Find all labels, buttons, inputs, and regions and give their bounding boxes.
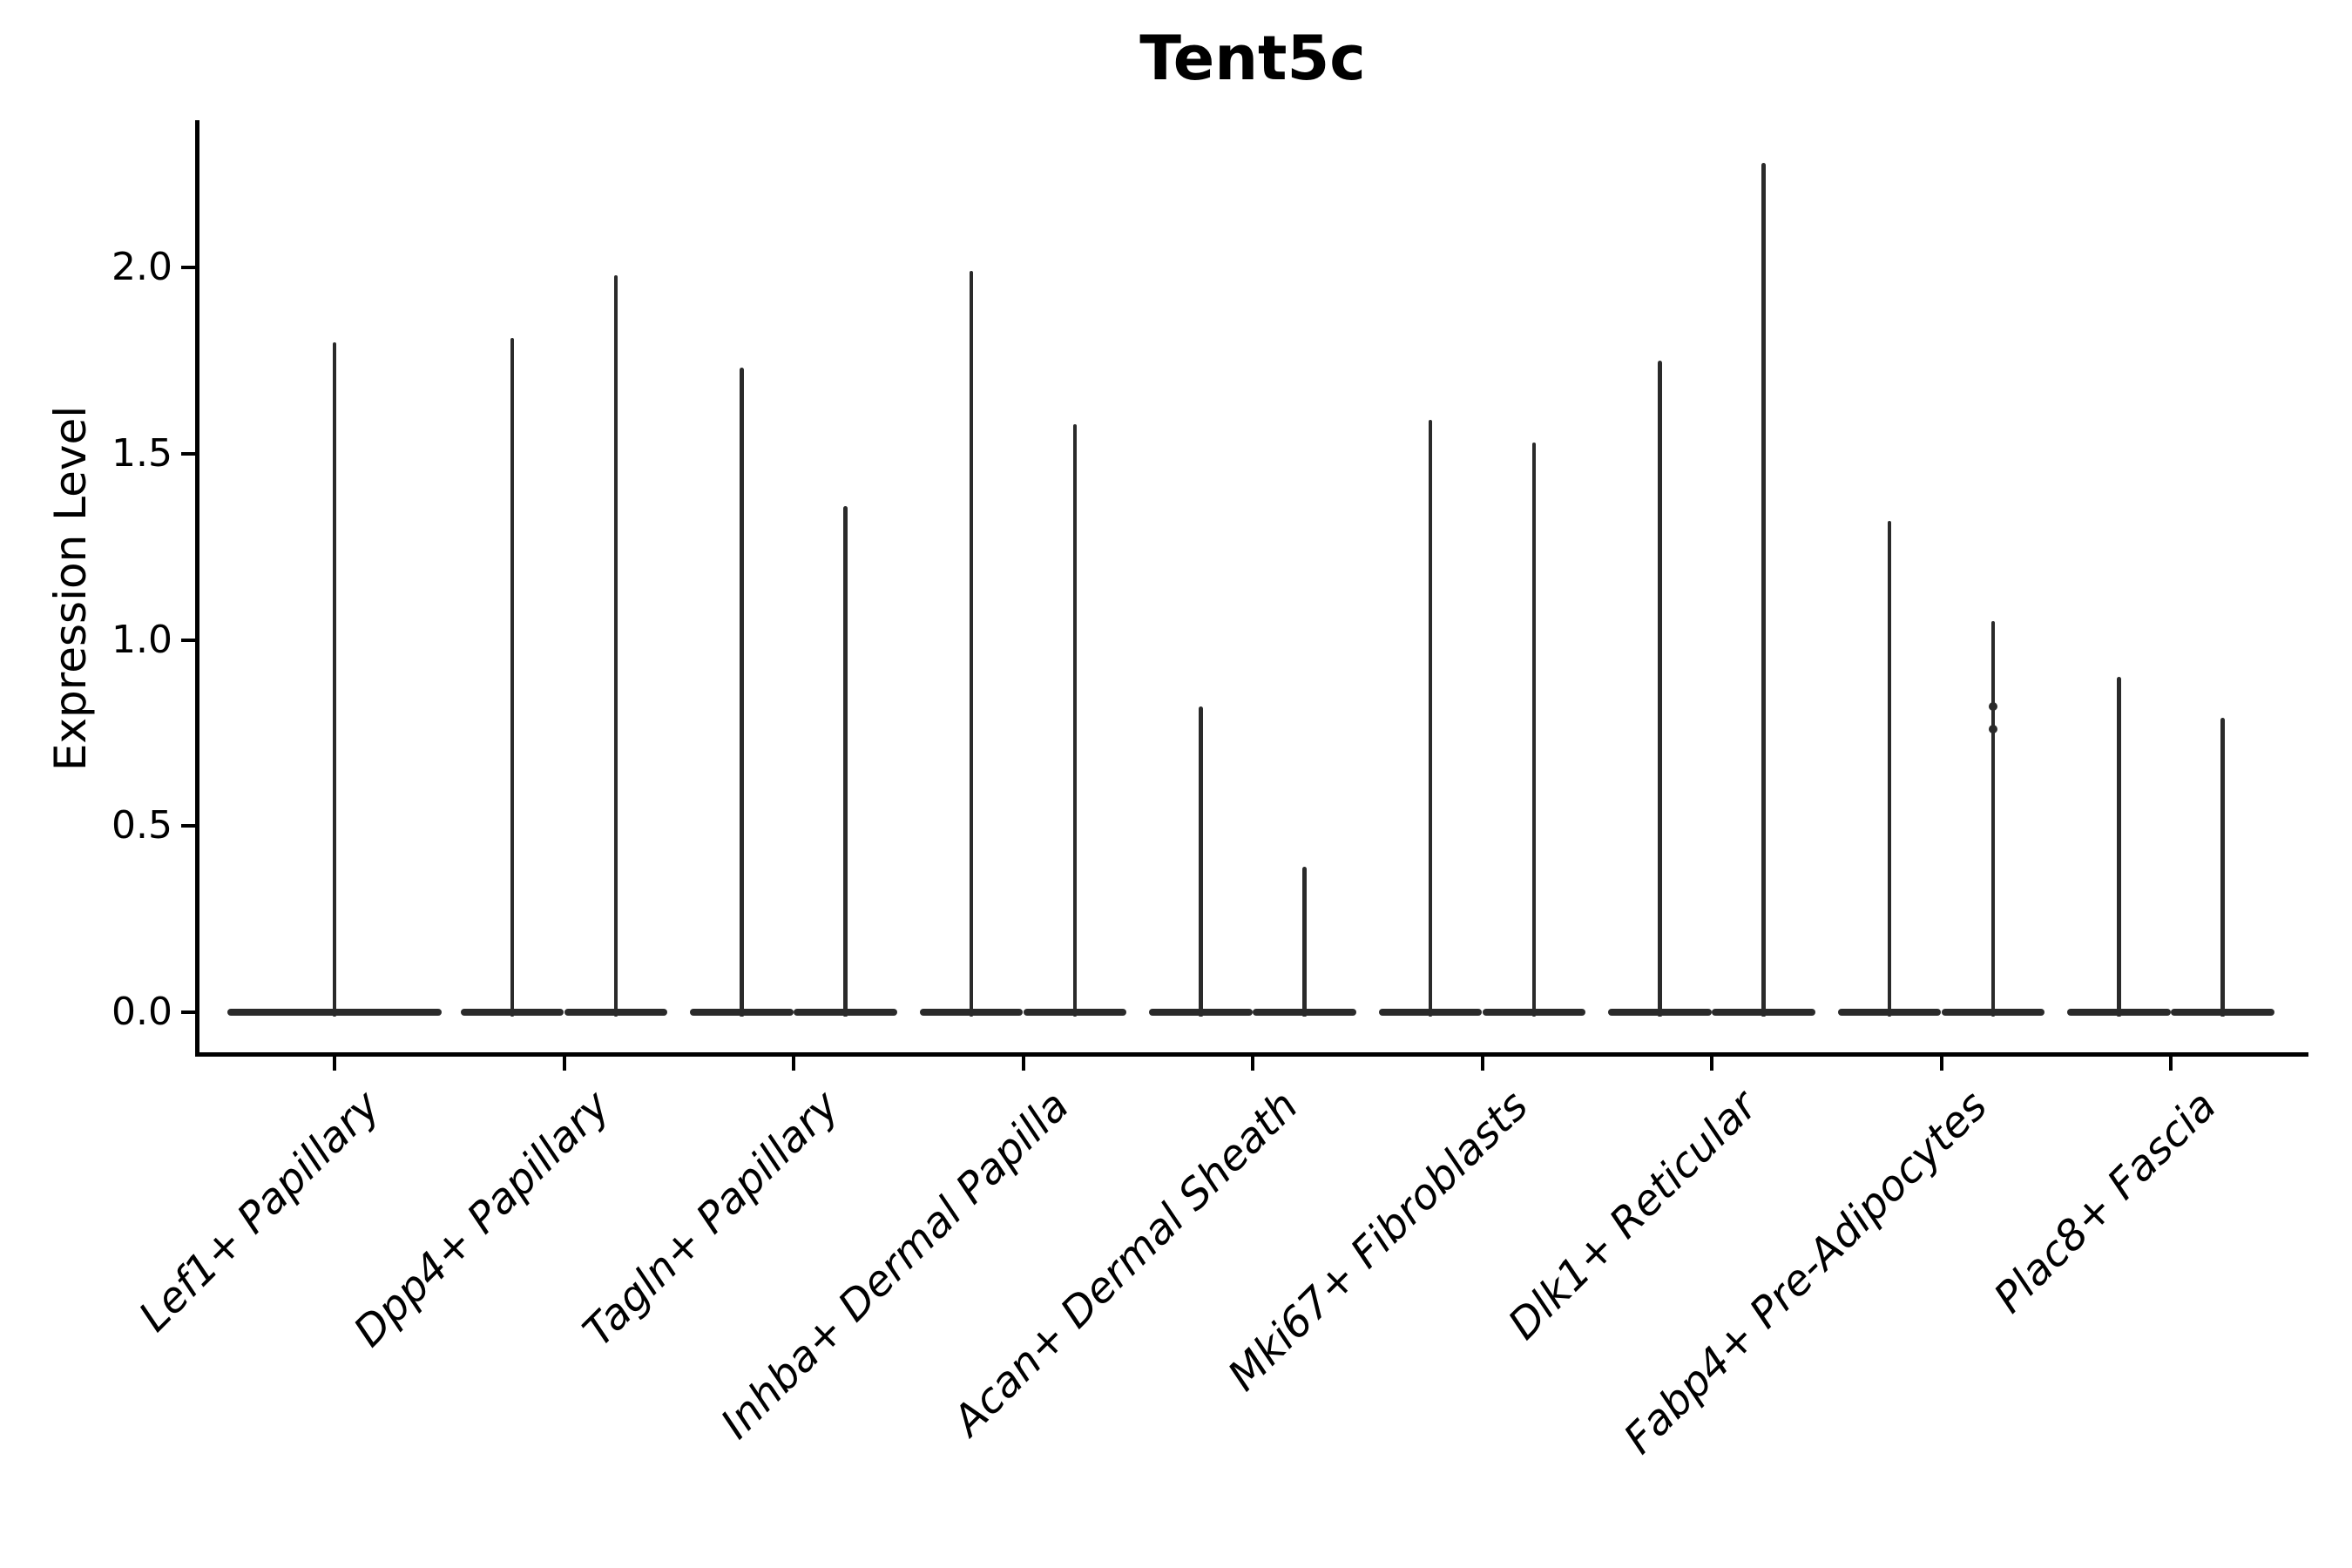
- violin-spike: [1531, 442, 1537, 1017]
- violin-data-dot: [1988, 725, 1997, 734]
- x-tick-mark: [2169, 1057, 2173, 1071]
- y-tick-mark: [181, 638, 195, 642]
- x-tick-mark: [1480, 1057, 1484, 1071]
- violin-spike: [843, 505, 848, 1017]
- x-tick-mark: [1710, 1057, 1713, 1071]
- y-tick-label: 1.5: [112, 430, 172, 476]
- violin-spike: [1199, 706, 1203, 1017]
- x-tick-label: Mki67+ Fibroblasts: [1218, 1081, 1538, 1401]
- x-tick-label: Tagln+ Papillary: [573, 1081, 849, 1356]
- x-tick-label: Inhba+ Dermal Papilla: [711, 1081, 1078, 1449]
- violin-spike: [1990, 621, 1996, 1017]
- y-tick-mark: [181, 1010, 195, 1014]
- violin-spike: [2220, 718, 2225, 1017]
- violin-spike: [740, 368, 744, 1017]
- x-tick-mark: [1021, 1057, 1025, 1071]
- violin-spike: [1887, 520, 1892, 1017]
- y-tick-mark: [181, 824, 195, 828]
- y-axis-spine: [195, 120, 199, 1057]
- x-tick-mark: [333, 1057, 336, 1071]
- x-tick-label: Dlk1+ Reticular: [1498, 1081, 1767, 1349]
- x-tick-mark: [792, 1057, 795, 1071]
- violin-spike: [613, 274, 618, 1017]
- x-tick-mark: [1939, 1057, 1943, 1071]
- violin-spike: [1072, 423, 1078, 1017]
- violin-spike: [1658, 360, 1662, 1017]
- x-axis-spine: [195, 1052, 2308, 1057]
- violin-spike: [969, 271, 974, 1017]
- x-tick-label: Plac8+ Fascia: [1984, 1081, 2227, 1323]
- chart-title: Tent5c: [1139, 23, 1366, 94]
- y-tick-label: 1.0: [112, 617, 172, 662]
- violin-spike: [1428, 420, 1433, 1017]
- y-tick-mark: [181, 266, 195, 269]
- y-tick-label: 2.0: [112, 245, 172, 289]
- violin-spike: [1302, 867, 1307, 1017]
- y-tick-label: 0.0: [112, 990, 172, 1034]
- violin-spike: [2117, 677, 2121, 1017]
- x-tick-mark: [1251, 1057, 1254, 1071]
- y-tick-label: 0.5: [112, 803, 172, 848]
- x-tick-mark: [562, 1057, 566, 1071]
- y-tick-mark: [181, 451, 195, 456]
- violin-spike: [510, 338, 515, 1017]
- violin-data-dot: [1988, 702, 1997, 712]
- x-tick-label: Dpp4+ Papillary: [343, 1081, 619, 1357]
- violin-spike: [1761, 163, 1766, 1017]
- x-tick-label: Fabp4+ Pre-Adipocytes: [1614, 1081, 1997, 1463]
- violin-spike: [332, 341, 337, 1017]
- x-tick-label: Acan+ Dermal Sheath: [943, 1081, 1308, 1446]
